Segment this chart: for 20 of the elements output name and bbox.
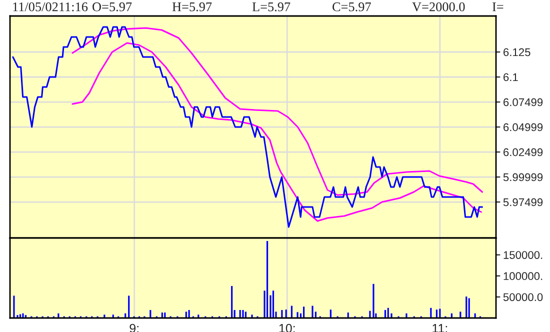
y-tick-label: 5.99999: [503, 173, 543, 182]
text: 11/05/0211:16: [13, 2, 88, 12]
text: L=5.97: [252, 2, 290, 12]
y-tick-label: 6.07499: [504, 98, 543, 106]
y-tick-label: 100000.: [504, 272, 542, 280]
text: I=: [492, 2, 504, 12]
y-tick-label: 50000.0: [503, 293, 543, 302]
y-tick-label: 6.1: [504, 73, 518, 82]
line-series: [12, 26, 484, 228]
y-tick-label: 6.125: [504, 48, 530, 56]
line-series: [72, 27, 484, 196]
line-series: [72, 42, 482, 222]
y-tick-label: 150000.: [504, 251, 542, 259]
text: C=5.97: [332, 2, 371, 12]
y-tick-label: 5.97499: [503, 198, 543, 206]
text: H=5.97: [172, 2, 212, 12]
y-tick-label: 6.02499: [504, 148, 543, 156]
text: O=5.97: [92, 2, 132, 12]
text: V=2000.0: [412, 2, 465, 12]
y-tick-label: 6.04999: [504, 123, 543, 132]
